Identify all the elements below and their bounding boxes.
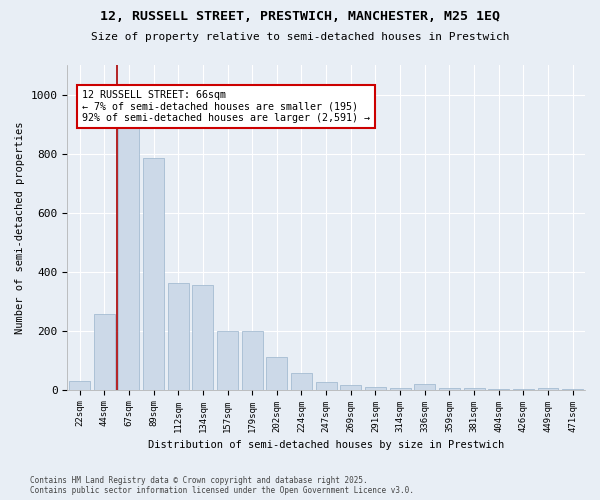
Text: 12, RUSSELL STREET, PRESTWICH, MANCHESTER, M25 1EQ: 12, RUSSELL STREET, PRESTWICH, MANCHESTE…	[100, 10, 500, 23]
Bar	[464, 388, 485, 390]
Bar	[513, 389, 534, 390]
Y-axis label: Number of semi-detached properties: Number of semi-detached properties	[15, 121, 25, 334]
Bar	[316, 382, 337, 390]
Bar	[414, 384, 435, 390]
X-axis label: Distribution of semi-detached houses by size in Prestwich: Distribution of semi-detached houses by …	[148, 440, 504, 450]
Bar	[291, 374, 312, 390]
Bar	[340, 386, 361, 390]
Bar	[118, 93, 139, 390]
Text: Size of property relative to semi-detached houses in Prestwich: Size of property relative to semi-detach…	[91, 32, 509, 42]
Bar	[266, 357, 287, 390]
Bar	[562, 389, 583, 390]
Bar	[538, 388, 559, 390]
Bar	[439, 388, 460, 390]
Bar	[217, 330, 238, 390]
Bar	[389, 388, 410, 390]
Bar	[143, 158, 164, 390]
Bar	[69, 381, 90, 390]
Bar	[168, 284, 188, 390]
Text: 12 RUSSELL STREET: 66sqm
← 7% of semi-detached houses are smaller (195)
92% of s: 12 RUSSELL STREET: 66sqm ← 7% of semi-de…	[82, 90, 370, 124]
Bar	[365, 388, 386, 390]
Bar	[242, 330, 263, 390]
Bar	[94, 314, 115, 390]
Bar	[193, 285, 214, 390]
Text: Contains HM Land Registry data © Crown copyright and database right 2025.
Contai: Contains HM Land Registry data © Crown c…	[30, 476, 414, 495]
Bar	[488, 389, 509, 390]
